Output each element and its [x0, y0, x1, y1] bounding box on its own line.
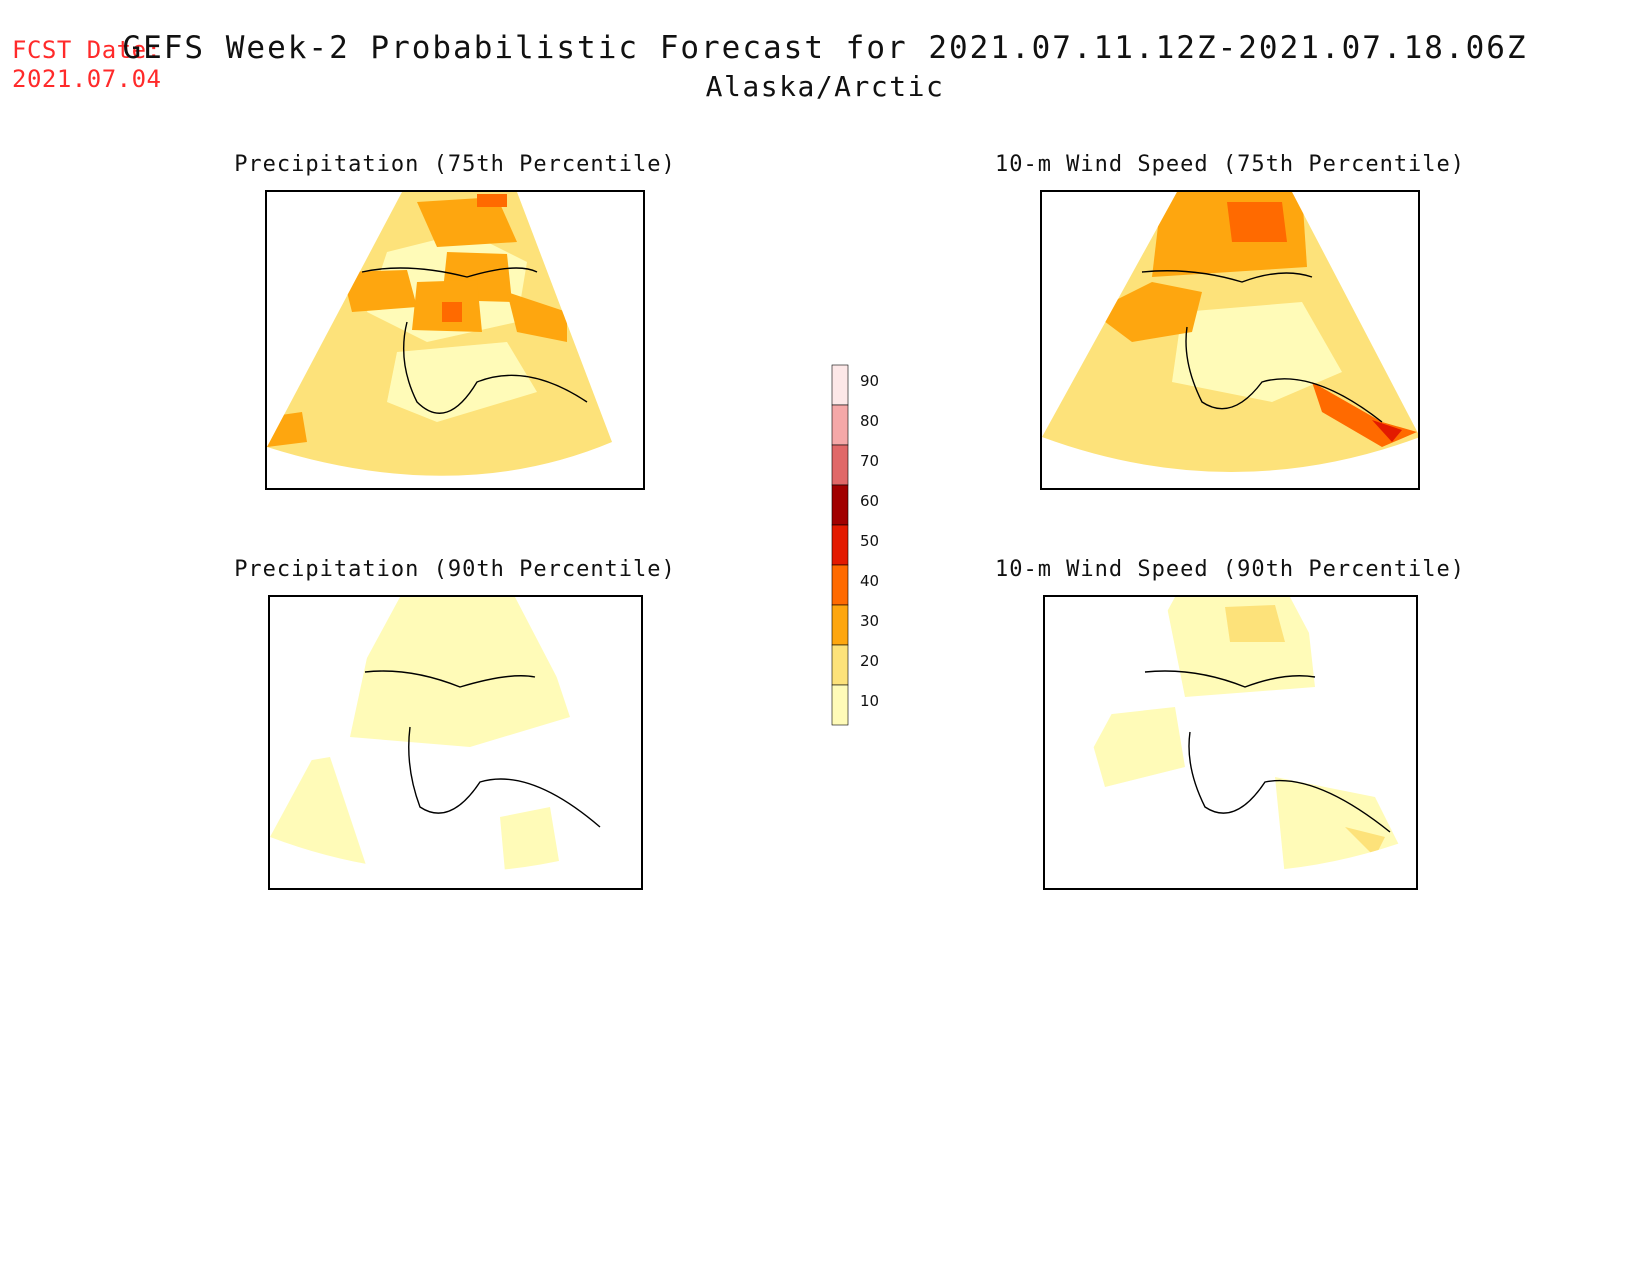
colorbar-bin-60-70: [831, 484, 849, 526]
map-precip-75: [267, 192, 612, 476]
map-wind-90: [1045, 597, 1416, 872]
coastline: [361, 267, 588, 414]
panel-title-wind-90: 10-m Wind Speed (90th Percentile): [994, 557, 1466, 582]
fill-10-20: [500, 807, 560, 872]
figure-title: GEFS Week-2 Probabilistic Forecast for 2…: [0, 30, 1650, 103]
colorbar-tick-label: 20: [860, 652, 880, 670]
map-panel-wind-75: [1040, 190, 1420, 490]
colorbar-bin-50-60: [831, 524, 849, 566]
fill-40-50: [442, 302, 462, 322]
colorbar-bin-90plus: [831, 364, 849, 406]
forecast-date-label: FCST Date:: [12, 36, 162, 64]
coastline: [1141, 270, 1383, 423]
fill-30-40: [267, 412, 307, 447]
fill-10-20: [350, 597, 570, 747]
map-panel-precip-90: [268, 595, 643, 890]
map-panel-wind-90: [1043, 595, 1418, 890]
coastline: [1144, 670, 1391, 833]
map-wind-75: [1042, 192, 1418, 472]
fill-20-30: [1225, 605, 1285, 642]
fill-30-40: [507, 292, 567, 342]
fill-10-20: [1172, 302, 1342, 402]
colorbar-bin-80-90: [831, 404, 849, 446]
fill-30-40: [342, 270, 417, 312]
fill-10-20: [387, 342, 537, 422]
map-precip-90: [270, 597, 640, 872]
forecast-date-value: 2021.07.04: [12, 65, 162, 93]
colorbar-tick-label: 70: [860, 452, 880, 470]
coastline: [364, 670, 601, 828]
panel-title-precip-90: Precipitation (90th Percentile): [234, 557, 676, 582]
colorbar-tick-label: 40: [860, 572, 880, 590]
fill-20-30: [1345, 827, 1385, 857]
panel-title-precip-75: Precipitation (75th Percentile): [234, 152, 676, 177]
fill-40-50: [477, 194, 507, 207]
panel-title-wind-75: 10-m Wind Speed (75th Percentile): [994, 152, 1466, 177]
figure-region-title: Alaska/Arctic: [705, 70, 945, 103]
colorbar-bin-30-40: [831, 604, 849, 646]
figure-main-title: GEFS Week-2 Probabilistic Forecast for 2…: [122, 30, 1528, 66]
fill-30-40: [1092, 282, 1202, 342]
colorbar-bin-70-80: [831, 444, 849, 486]
colorbar-tick-label: 50: [860, 532, 880, 550]
fill-30-40: [417, 197, 517, 247]
colorbar-tick-label: 90: [860, 372, 880, 390]
colorbar-tick-label: 10: [860, 692, 880, 710]
forecast-date: FCST Date: 2021.07.04: [12, 36, 162, 94]
colorbar-tick-label: 60: [860, 492, 880, 510]
fill-10-20: [1085, 707, 1185, 787]
fill-50-60: [1372, 420, 1402, 442]
map-panel-precip-75: [265, 190, 645, 490]
fill-40-50: [1227, 202, 1287, 242]
colorbar-bin-10-20: [831, 684, 849, 726]
colorbar-tick-label: 30: [860, 612, 880, 630]
colorbar-bin-20-30: [831, 644, 849, 686]
colorbar-bin-40-50: [831, 564, 849, 606]
colorbar: [831, 364, 849, 726]
colorbar-tick-label: 80: [860, 412, 880, 430]
